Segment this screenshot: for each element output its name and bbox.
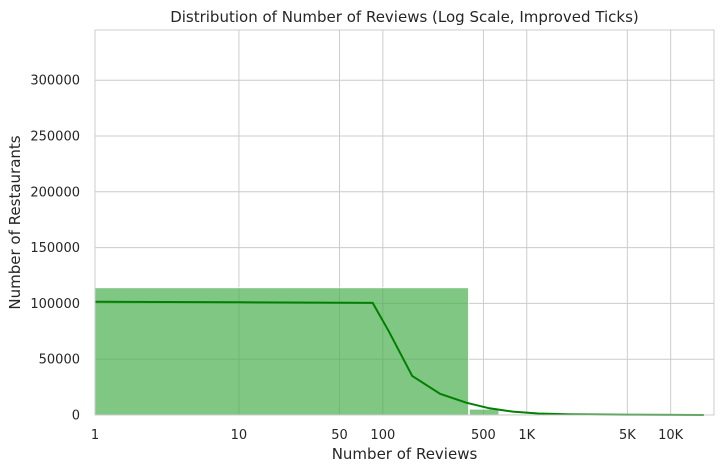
x-tick-label: 10K [658, 428, 684, 443]
y-axis-label: Number of Restaurants [6, 135, 24, 309]
x-tick-label: 100 [370, 428, 395, 443]
histogram-bar [469, 408, 500, 416]
chart-title: Distribution of Number of Reviews (Log S… [170, 8, 639, 26]
y-tick-label: 50000 [39, 353, 80, 368]
y-tick-label: 0 [72, 409, 80, 424]
y-tick-label: 100000 [30, 297, 80, 312]
x-tick-label: 5K [619, 428, 636, 443]
x-tick-label: 1 [91, 428, 99, 443]
x-tick-label: 10 [231, 428, 248, 443]
y-tick-label: 150000 [30, 241, 80, 256]
plot-frame [94, 29, 715, 416]
x-tick-label: 1K [518, 428, 535, 443]
histogram-bars [94, 287, 704, 416]
x-tick-label: 50 [331, 428, 348, 443]
y-tick-labels: 0 50000 100000 150000 200000 250000 300000 [30, 74, 80, 424]
x-tick-label: 500 [471, 428, 496, 443]
histogram-bar [94, 287, 469, 416]
kde-line [94, 300, 704, 416]
x-tick-labels: 1 10 50 100 500 1K 5K 10K [91, 428, 684, 443]
y-tick-label: 200000 [30, 185, 80, 200]
y-tick-label: 250000 [30, 130, 80, 145]
y-tick-label: 300000 [30, 74, 80, 89]
kde-line-group [94, 300, 704, 416]
x-axis-label: Number of Reviews [332, 445, 478, 463]
